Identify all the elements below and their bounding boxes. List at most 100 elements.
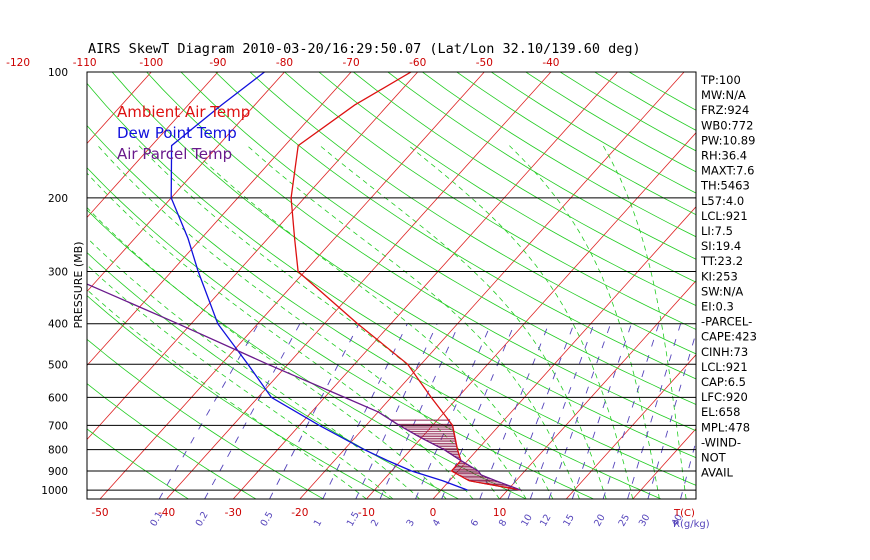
mixing-ratio-unit-label: R(g/kg) <box>673 519 710 530</box>
index-value: MPL:478 <box>701 420 750 434</box>
mixing-ratio-tick-label: 6 <box>469 518 482 529</box>
moist-adiabat-line <box>408 145 634 499</box>
mixing-ratio-tick-label: 20 <box>592 513 608 529</box>
index-value: L57:4.0 <box>701 194 744 208</box>
index-value: LCL:921 <box>701 209 748 223</box>
mixing-ratio-tick-label: 1 <box>312 518 325 529</box>
isotherm-line <box>0 72 18 499</box>
index-value: CINH:73 <box>701 345 748 359</box>
mixing-ratio-tick-label: 40 <box>670 513 686 529</box>
top-temp-tick-label: -80 <box>276 57 293 69</box>
top-temp-tick-label: -70 <box>343 57 360 69</box>
isotherm-line <box>432 206 696 499</box>
pressure-tick-label: 900 <box>48 466 68 478</box>
top-temp-tick-label: -90 <box>209 57 226 69</box>
pressure-tick-label: 700 <box>48 420 68 432</box>
index-value: CAPE:423 <box>701 330 757 344</box>
plot-frame <box>86 71 697 500</box>
index-value: FRZ:924 <box>701 103 749 117</box>
mixing-ratio-line <box>647 331 696 499</box>
pressure-tick-label: 100 <box>48 67 68 79</box>
bottom-temp-tick-label: -20 <box>291 507 308 519</box>
isotherm-line <box>87 72 219 219</box>
dry-adiabat-line <box>87 295 392 499</box>
mixing-ratio-tick-label: 25 <box>617 513 633 529</box>
index-value: TH:5463 <box>700 179 750 193</box>
dry-adiabat-line <box>87 383 257 499</box>
pressure-tick-label: 200 <box>48 193 68 205</box>
index-value: PW:10.89 <box>701 133 755 147</box>
index-value: SW:N/A <box>701 284 743 298</box>
bottom-temp-tick-label: -30 <box>225 507 242 519</box>
index-value: -WIND- <box>701 435 741 449</box>
dry-adiabat-line <box>387 72 696 260</box>
top-temp-tick-label: -100 <box>139 57 163 69</box>
ambient-temp-line <box>290 72 522 491</box>
dry-adiabat-line <box>87 167 594 499</box>
axis-labels: 0.1 0.2 0.5 1 1.5 2 3 4 6 8 10 12 15 20 25 30 4010020030… <box>6 57 697 529</box>
pressure-tick-label: 500 <box>48 359 68 371</box>
moist-adiabat-line <box>87 206 447 499</box>
isotherm-line <box>766 72 870 499</box>
dry-adiabat-line <box>318 72 696 306</box>
dry-adiabat-line <box>87 124 662 499</box>
isotherm-line <box>232 72 618 499</box>
mixing-ratio-line <box>507 323 575 499</box>
isotherm-line <box>99 72 485 499</box>
bottom-temp-tick-label: -40 <box>158 507 175 519</box>
top-temp-tick-label: -60 <box>409 57 426 69</box>
index-value: CAP:6.5 <box>701 375 746 389</box>
mixing-ratio-tick-label: 0.5 <box>259 510 276 529</box>
isotherm-line <box>87 72 285 293</box>
dry-adiabat-line <box>87 428 189 499</box>
top-temp-tick-label: -110 <box>73 57 97 69</box>
dry-adiabat-line <box>491 72 696 194</box>
mixing-ratio-line <box>322 323 408 499</box>
index-value: EL:658 <box>701 405 741 419</box>
index-value: LFC:920 <box>701 390 748 404</box>
profile-lines <box>87 72 522 491</box>
isotherm-line <box>299 72 685 499</box>
mixing-ratio-tick-label: 0.2 <box>194 510 211 529</box>
index-value: TP:100 <box>700 73 741 87</box>
pressure-tick-label: 800 <box>48 445 68 457</box>
bottom-temp-tick-label: 10 <box>493 507 506 519</box>
isotherm-line <box>833 72 870 499</box>
index-value: RH:36.4 <box>701 149 747 163</box>
dry-adiabat-line <box>456 72 696 216</box>
top-temp-tick-label: -40 <box>542 57 559 69</box>
index-value: KI:253 <box>701 269 738 283</box>
moist-adiabat-line <box>319 145 607 499</box>
pressure-tick-label: 1000 <box>41 485 68 497</box>
mixing-ratio-tick-label: 3 <box>405 518 418 529</box>
moist-adiabat-line <box>97 145 500 499</box>
legend-parcel: Air Parcel Temp <box>117 145 232 163</box>
mixing-ratio-line <box>479 323 550 499</box>
top-temp-tick-label: -50 <box>476 57 493 69</box>
bottom-temp-tick-label: -10 <box>358 507 375 519</box>
dry-adiabat-line <box>87 82 696 486</box>
bottom-temp-tick-label: -50 <box>91 507 108 519</box>
index-value: LCL:921 <box>701 360 748 374</box>
legend-ambient: Ambient Air Temp <box>117 103 250 121</box>
mixing-ratio-tick-label: 12 <box>538 513 554 529</box>
mixing-ratio-line <box>602 323 660 499</box>
dry-adiabat-line <box>422 72 696 238</box>
index-value: MW:N/A <box>701 88 746 102</box>
mixing-ratio-line <box>627 323 682 499</box>
mixing-ratio-tick-label: 30 <box>637 513 653 529</box>
mixing-ratio-tick-label: 4 <box>431 518 444 529</box>
pressure-tick-label: 600 <box>48 392 68 404</box>
dry-adiabat-line <box>249 72 696 355</box>
mixing-ratio-line <box>355 323 438 499</box>
index-value: LI:7.5 <box>701 224 733 238</box>
pressure-tick-label: 400 <box>48 319 68 331</box>
index-value: NOT <box>701 451 727 465</box>
top-temp-tick-label: -120 <box>6 57 30 69</box>
y-axis-label: PRESSURE (MB) <box>72 242 85 329</box>
dewpoint-temp-line <box>170 72 468 491</box>
parcel-temp-line <box>87 283 522 491</box>
dry-adiabat-line <box>353 72 696 283</box>
mixing-ratio-tick-label: 8 <box>497 518 510 529</box>
moist-adiabat-line <box>602 145 687 499</box>
